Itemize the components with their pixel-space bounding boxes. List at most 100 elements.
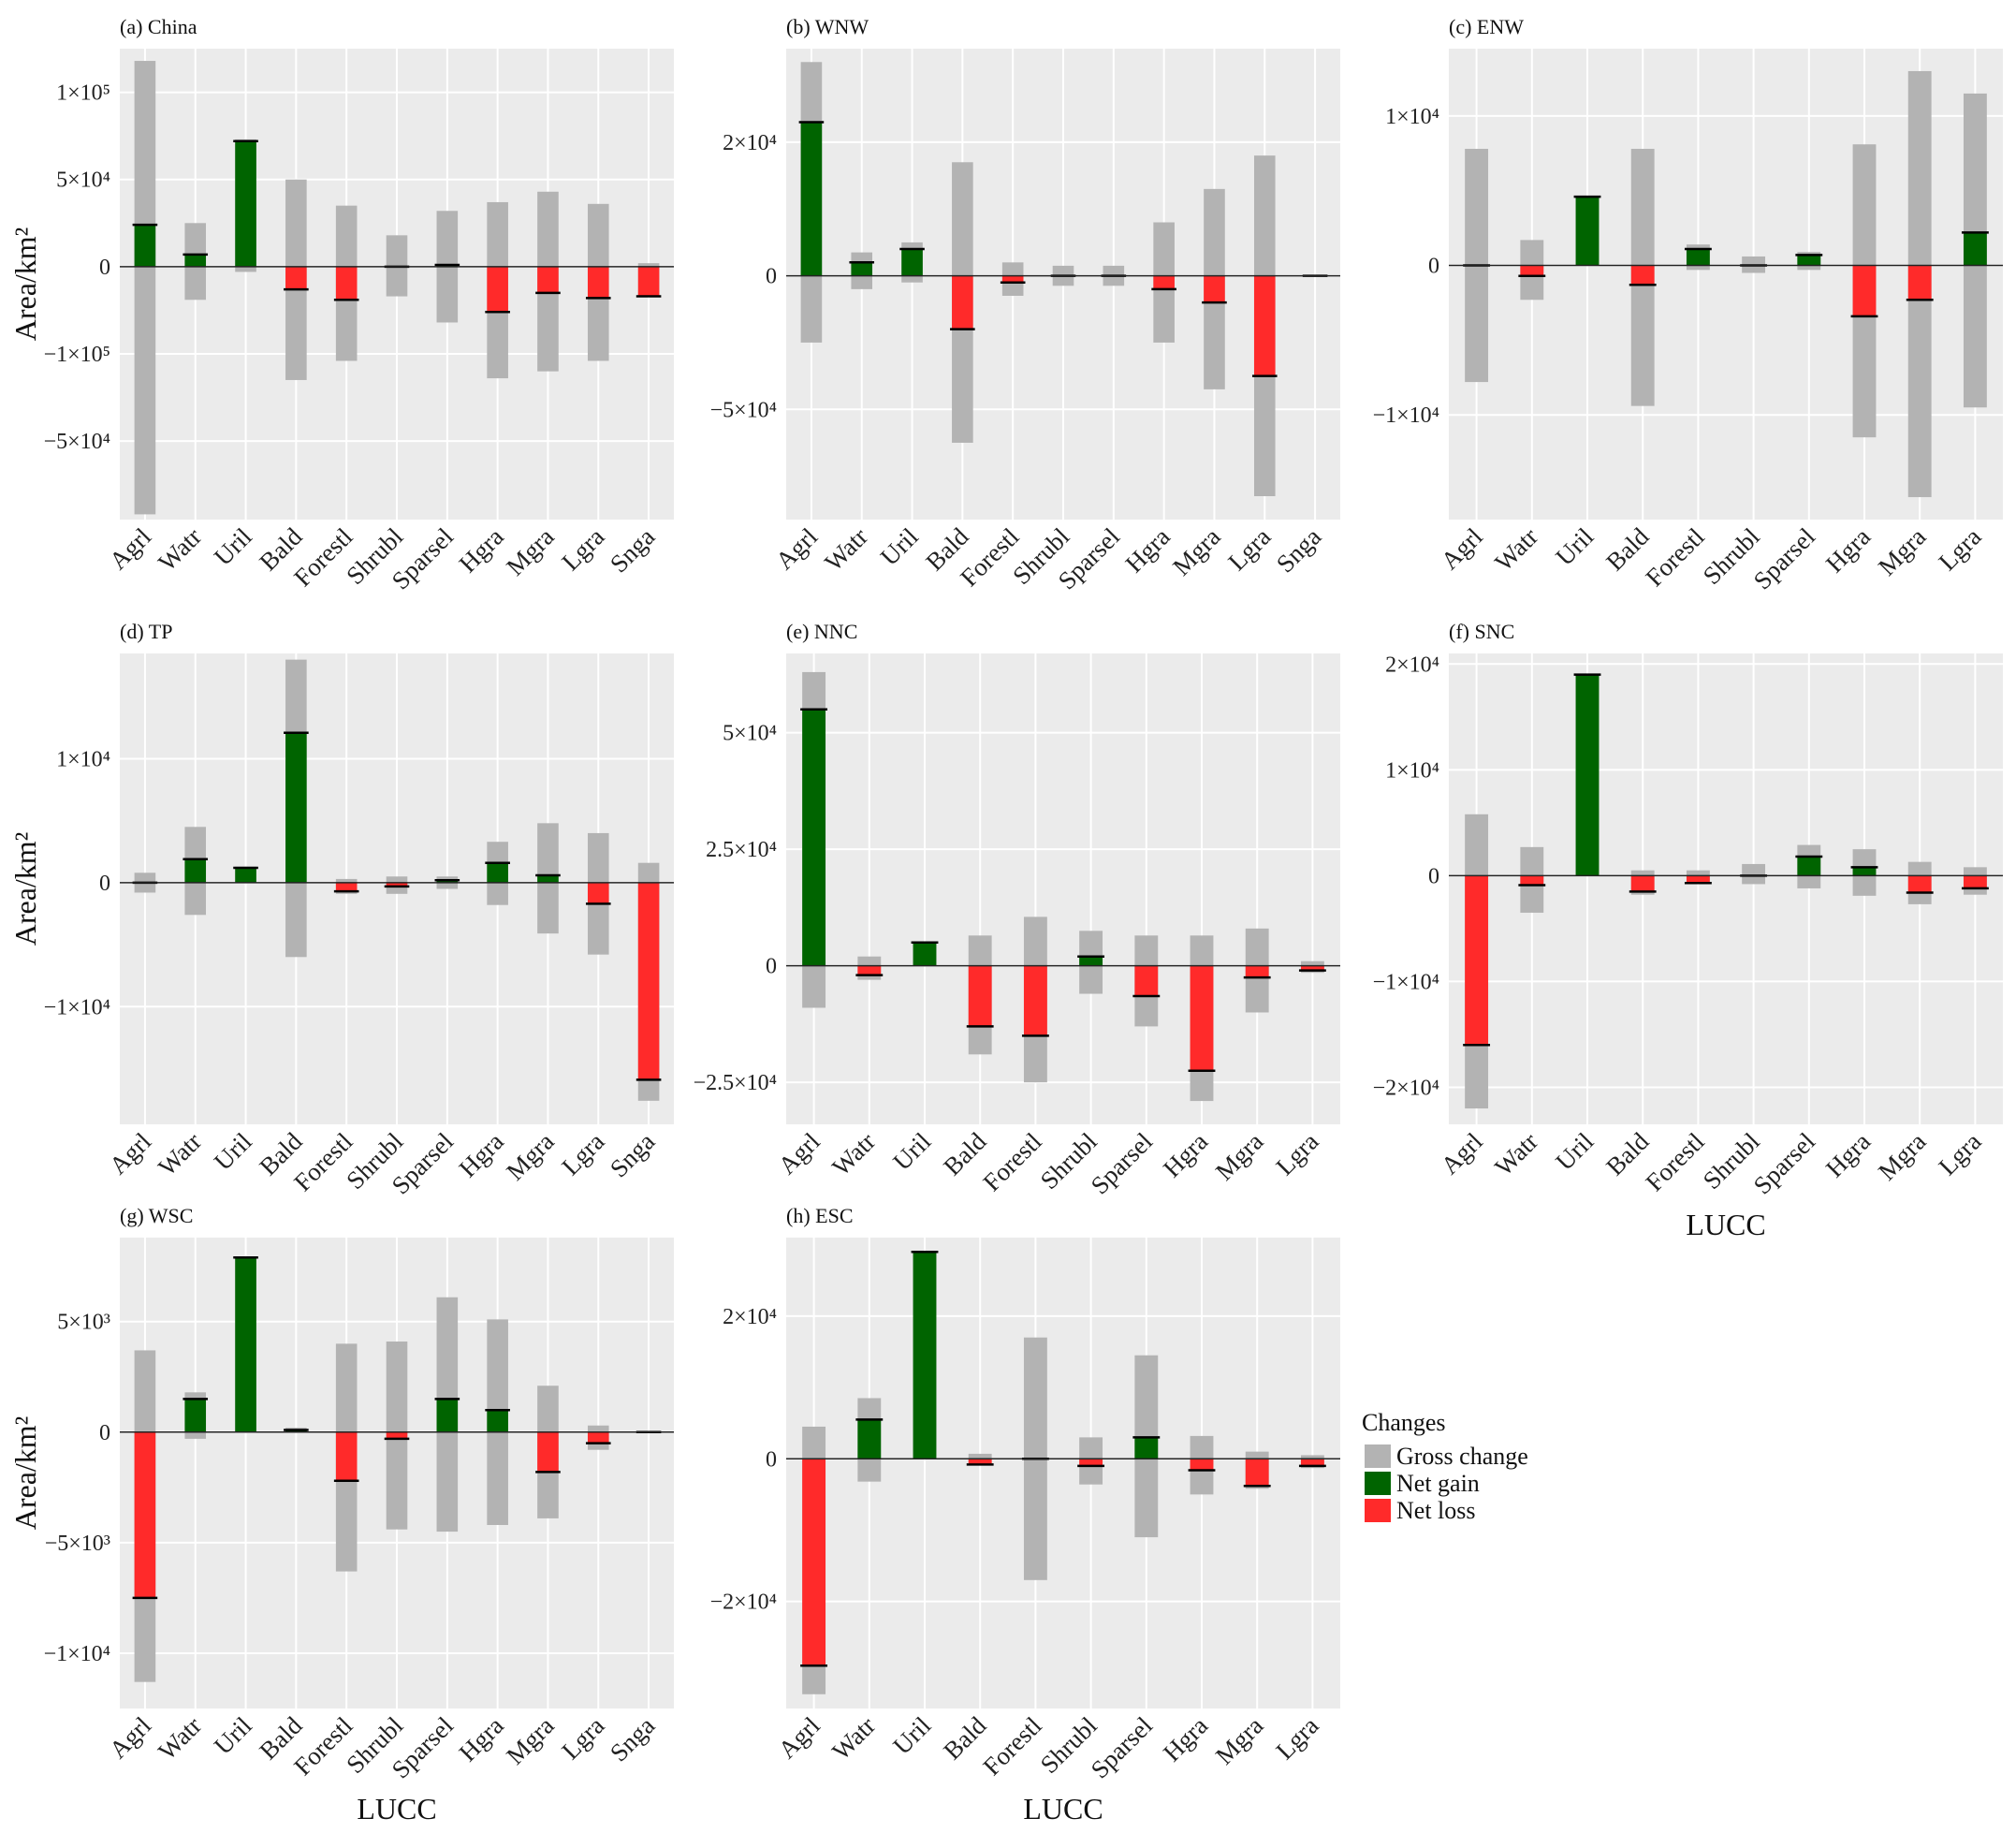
net-loss-bar-lgra (587, 882, 609, 904)
net-gain-bar-uril (235, 140, 256, 267)
y-tick-label: 2×10⁴ (1385, 653, 1439, 677)
net-gain-bar-watr (851, 262, 873, 276)
net-gain-bar-sparsel (436, 1399, 459, 1432)
net-loss-bar-hgra (1153, 275, 1175, 289)
legend-label-gross: Gross change (1396, 1443, 1528, 1470)
net-loss-bar-forestl (1001, 275, 1024, 283)
x-tick-label: Watr (1489, 522, 1543, 577)
x-tick-label: Sparsel (1086, 1127, 1158, 1199)
y-tick-label: 0 (99, 1421, 110, 1445)
x-tick-label: Forestl (288, 1127, 358, 1196)
panel-title: (c) ENW (1449, 15, 1524, 38)
y-tick-label: −1×10⁴ (1373, 403, 1439, 428)
x-tick-label: Forestl (1640, 522, 1709, 592)
x-tick-label: Agrl (773, 1711, 825, 1764)
x-tick-label: Hgra (453, 1127, 508, 1182)
y-axis-label: Area/km² (8, 227, 42, 342)
x-tick-label: Watr (1489, 1127, 1543, 1181)
y-axis-label: Area/km² (8, 832, 42, 946)
y-tick-label: −1×10⁴ (1373, 970, 1439, 994)
x-tick-label: Hgra (1820, 1127, 1876, 1182)
x-tick-label: Snga (605, 1127, 660, 1182)
x-tick-label: Lgra (1270, 1711, 1323, 1765)
x-tick-label: Mgra (1873, 522, 1932, 581)
x-tick-label: Watr (153, 522, 207, 577)
x-tick-label: Forestl (955, 522, 1024, 592)
x-tick-label: Hgra (453, 522, 508, 578)
net-loss-bar-watr (1520, 265, 1544, 276)
y-tick-label: −1×10⁴ (44, 995, 110, 1019)
x-tick-label: Uril (209, 522, 257, 571)
x-tick-label: Forestl (977, 1711, 1046, 1781)
x-tick-label: Mgra (1167, 522, 1226, 581)
x-tick-label: Mgra (1873, 1127, 1932, 1186)
x-tick-label: Lgra (1933, 1127, 1986, 1180)
net-loss-bar-hgra (487, 266, 508, 313)
net-loss-bar-mgra (537, 1431, 559, 1473)
net-loss-bar-watr (857, 965, 882, 975)
x-tick-label: Lgra (556, 1127, 609, 1180)
legend-label-loss: Net loss (1396, 1497, 1476, 1524)
net-loss-bar-bald (285, 266, 307, 290)
net-loss-bar-watr (1520, 875, 1544, 886)
net-gain-bar-sparsel (1797, 255, 1821, 266)
net-gain-bar-sparsel (1797, 857, 1821, 876)
net-loss-bar-forestl (1023, 965, 1047, 1036)
y-tick-label: 2×10⁴ (723, 1305, 777, 1329)
net-loss-bar-forestl (335, 266, 358, 301)
net-gain-bar-uril (901, 249, 923, 276)
net-gain-bar-hgra (487, 1410, 508, 1432)
x-tick-label: Lgra (1270, 1127, 1323, 1180)
y-tick-label: 5×10⁴ (723, 722, 777, 746)
net-loss-bar-bald (968, 965, 992, 1027)
net-gain-bar-watr (184, 1399, 207, 1432)
y-tick-label: 0 (99, 256, 110, 280)
x-tick-label: Hgra (1158, 1711, 1213, 1767)
x-axis-label: LUCC (1023, 1792, 1103, 1826)
x-tick-label: Forestl (977, 1127, 1046, 1196)
x-tick-label: Uril (209, 1127, 257, 1176)
x-tick-label: Watr (826, 1127, 881, 1181)
net-gain-bar-watr (184, 858, 207, 883)
panel-title: (b) WNW (786, 15, 869, 38)
y-tick-label: 1×10⁴ (56, 748, 110, 772)
x-tick-label: Hgra (1158, 1127, 1213, 1182)
x-tick-label: Hgra (453, 1711, 508, 1767)
net-loss-bar-mgra (537, 266, 559, 293)
gross-change-bar-shrubl (1742, 863, 1766, 885)
x-tick-label: Uril (209, 1711, 257, 1760)
net-gain-bar-hgra (1852, 867, 1877, 876)
x-tick-label: Mgra (501, 1127, 560, 1186)
y-tick-label: −1×10⁴ (44, 1642, 110, 1666)
net-loss-bar-shrubl (386, 1431, 408, 1439)
net-gain-bar-agrl (800, 122, 823, 276)
net-loss-bar-mgra (1245, 1459, 1269, 1487)
x-tick-label: Lgra (556, 522, 609, 576)
y-tick-label: −2×10⁴ (710, 1591, 777, 1615)
y-tick-label: −1×10⁵ (44, 343, 110, 367)
x-tick-label: Uril (1550, 522, 1599, 571)
net-loss-bar-mgra (1204, 275, 1225, 303)
x-tick-label: Agrl (1436, 522, 1488, 575)
y-tick-label: −5×10³ (45, 1532, 110, 1556)
net-gain-bar-uril (235, 1257, 256, 1432)
net-loss-bar-bald (968, 1459, 992, 1465)
x-tick-label: Forestl (288, 1711, 358, 1781)
net-loss-bar-agrl (134, 1431, 156, 1598)
y-tick-label: 0 (766, 1447, 777, 1472)
y-tick-label: 1×10⁴ (1385, 105, 1439, 129)
y-tick-label: 1×10⁵ (56, 81, 110, 106)
net-loss-bar-lgra (587, 266, 609, 299)
y-tick-label: 2×10⁴ (723, 131, 777, 155)
net-gain-bar-agrl (134, 225, 156, 267)
y-tick-label: −2.5×10⁴ (694, 1071, 777, 1095)
panel-title: (f) SNC (1449, 620, 1514, 643)
panel-title: (h) ESC (786, 1204, 854, 1227)
net-loss-bar-lgra (587, 1431, 609, 1444)
x-tick-label: Sparsel (1748, 522, 1820, 594)
net-loss-bar-snga (637, 882, 660, 1080)
y-tick-label: 0 (99, 872, 110, 896)
net-loss-bar-bald (1630, 875, 1655, 892)
